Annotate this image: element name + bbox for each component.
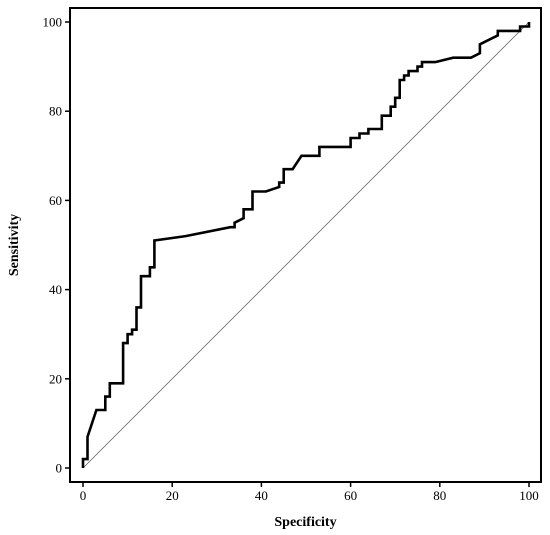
x-axis-ticks: 0 20 40 60 80 100 xyxy=(80,482,539,503)
y-axis-ticks: 0 20 40 60 80 100 xyxy=(43,15,70,476)
x-tick-label: 60 xyxy=(344,488,357,503)
x-tick-label: 40 xyxy=(255,488,268,503)
y-tick-label: 0 xyxy=(56,461,63,476)
x-tick-label: 0 xyxy=(80,488,87,503)
y-axis-title: Sensitivity xyxy=(7,214,22,276)
x-tick-label: 20 xyxy=(166,488,179,503)
y-tick-label: 100 xyxy=(43,15,63,30)
x-axis-title: Specificity xyxy=(274,515,336,530)
y-tick-label: 60 xyxy=(49,193,62,208)
y-tick-label: 20 xyxy=(49,371,62,386)
roc-curve-line xyxy=(81,22,531,468)
x-tick-label: 100 xyxy=(519,488,539,503)
y-tick-label: 80 xyxy=(49,104,62,119)
y-tick-label: 40 xyxy=(49,282,62,297)
plot-frame xyxy=(69,7,542,483)
reference-diagonal-line xyxy=(82,21,530,469)
x-tick-label: 80 xyxy=(433,488,446,503)
